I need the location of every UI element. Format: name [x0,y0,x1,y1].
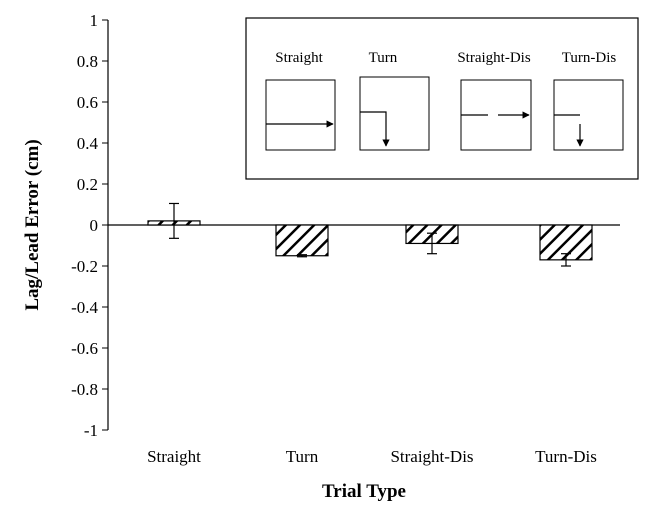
y-tick-label: -0.2 [71,257,98,276]
turn-arrow-icon [360,111,390,147]
y-tick-label: 1 [90,11,99,30]
inset-label-straight: Straight [275,50,323,66]
inset-frame [245,17,639,180]
y-axis-title: Lag/Lead Error (cm) [22,139,43,310]
inset-trial-diagram: Straight Turn Straight-Dis Turn-Dis [245,17,639,180]
y-tick-label: -0.8 [71,380,98,399]
x-axis-title: Trial Type [322,481,406,502]
y-tick-label: 0.2 [77,175,98,194]
y-tick-label: -0.4 [71,298,98,317]
y-tick-label: 0.8 [77,52,98,71]
y-tick-label: -1 [84,421,98,440]
inset-box-straight [265,79,336,151]
y-tick-label: 0.6 [77,93,98,112]
y-tick-label: -0.6 [71,339,98,358]
x-category-label: Straight [147,447,201,466]
x-category-label: Turn [286,447,319,466]
inset-box-turn [359,76,430,151]
y-tick-label: 0.4 [77,134,99,153]
x-category-label: Turn-Dis [535,447,597,466]
bar-turn [275,224,329,257]
inset-label-turn-dis: Turn-Dis [562,50,617,66]
inset-label-turn: Turn [369,50,398,66]
x-category-label: Straight-Dis [390,447,473,466]
y-tick-label: 0 [90,216,99,235]
inset-label-straight-dis: Straight-Dis [457,50,530,66]
